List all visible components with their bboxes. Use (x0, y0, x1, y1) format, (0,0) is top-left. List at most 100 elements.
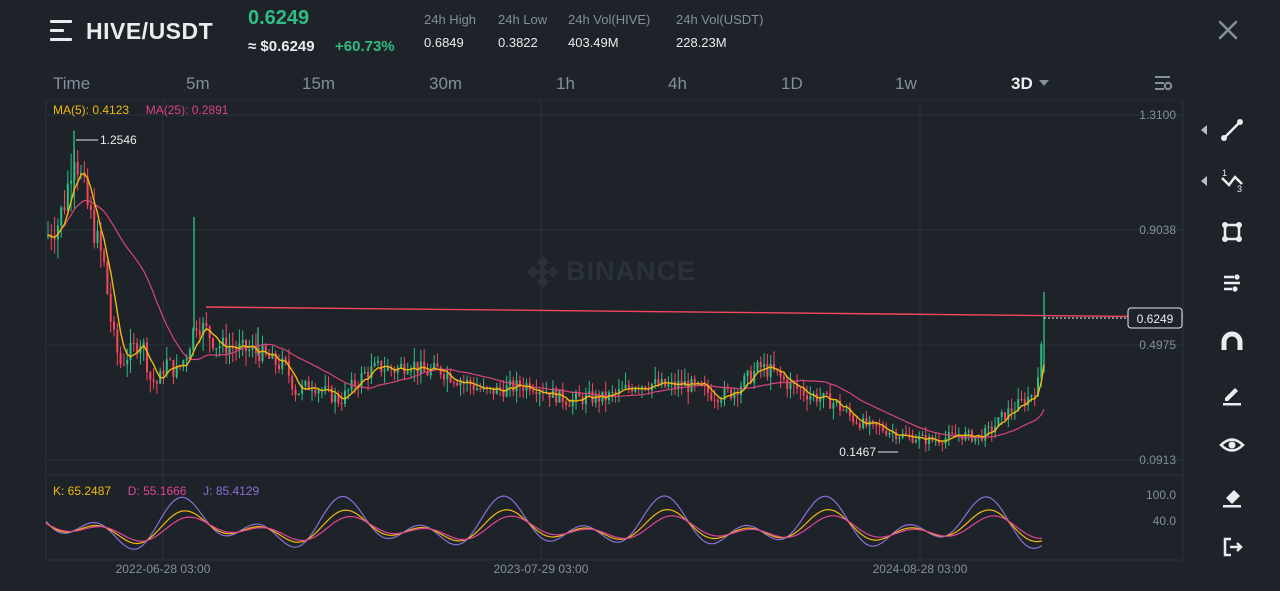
candle-body (558, 389, 561, 403)
candle-body (218, 346, 221, 349)
candle-body (809, 396, 812, 400)
candle-body (720, 400, 723, 403)
tab-4h[interactable]: 4h (668, 74, 687, 93)
candle-body (301, 385, 304, 394)
candle-body (994, 426, 997, 433)
candle-body (294, 389, 297, 395)
time-axis-label: 2022-06-28 03:00 (116, 562, 211, 576)
parallel-lines-icon[interactable] (1217, 268, 1247, 298)
candle-body (495, 386, 498, 395)
candle-body (472, 384, 475, 390)
menu-icon[interactable] (50, 20, 74, 42)
chart-grid: 1.3100 0.9038 0.4975 0.0913 2022-06-28 03:00… (45, 100, 1184, 576)
tab-30m[interactable]: 30m (429, 74, 463, 93)
exit-icon[interactable] (1217, 532, 1247, 562)
candle-body (743, 375, 746, 387)
pencil-icon[interactable] (1217, 379, 1247, 409)
close-icon[interactable] (1216, 18, 1240, 42)
candle-body (779, 371, 782, 377)
candle-body (380, 361, 383, 372)
candle-body (726, 387, 729, 390)
candle-body (406, 371, 409, 374)
chart-settings-icon[interactable] (1153, 74, 1173, 92)
kdj-axis-label: 100.0 (1146, 488, 1176, 502)
candle-body (76, 162, 79, 175)
candle-body (1030, 395, 1033, 398)
visibility-icon[interactable] (1217, 430, 1247, 460)
candle-body (1020, 399, 1023, 401)
candle-body (452, 382, 455, 384)
expand-arrow-icon[interactable] (1201, 176, 1207, 186)
candle-body (786, 379, 789, 390)
candle-body (598, 393, 601, 402)
stat-label: 24h High (424, 12, 477, 27)
candle-body (109, 293, 112, 322)
magnet-icon[interactable] (1217, 328, 1247, 358)
candle-body (485, 386, 488, 389)
candle-body (165, 359, 168, 375)
candle-body (396, 367, 399, 373)
price-change: +60.73% (335, 38, 395, 55)
candle-body (195, 328, 198, 331)
candle-body (611, 392, 614, 394)
candle-body (578, 393, 581, 397)
candle-body (225, 337, 228, 354)
candle-body (449, 373, 452, 383)
tab-15m[interactable]: 15m (302, 74, 336, 93)
candle-body (155, 381, 158, 384)
candle-body (872, 420, 874, 423)
expand-arrow-icon[interactable] (1201, 125, 1207, 135)
candle-body (759, 362, 762, 368)
trading-pair-title[interactable]: HIVE/USDT (86, 18, 214, 44)
candle-body (278, 364, 280, 369)
time-axis-label: 2024-08-28 03:00 (873, 562, 968, 576)
candle-body (188, 349, 191, 359)
candle-body (254, 346, 257, 354)
ma25-line (47, 199, 1045, 439)
candle-body (89, 205, 92, 211)
candle-body (337, 394, 340, 404)
binance-logo-icon (527, 256, 559, 288)
candle-body (905, 433, 907, 435)
candle-body (690, 379, 693, 392)
candle-body (1037, 377, 1039, 397)
tab-3d[interactable]: 3D (1011, 74, 1049, 94)
candle-body (977, 435, 980, 438)
last-price-tag-label: 0.6249 (1137, 312, 1174, 326)
candle-body (954, 433, 957, 436)
candle-body (987, 426, 990, 428)
tab-1w[interactable]: 1w (895, 74, 917, 93)
rectangle-icon[interactable] (1217, 217, 1247, 247)
tab-1h[interactable]: 1h (556, 74, 575, 93)
eraser-icon[interactable] (1217, 481, 1247, 511)
candle-body (594, 393, 597, 403)
tab-1d[interactable]: 1D (781, 74, 803, 93)
candle-body (287, 361, 290, 376)
candle-body (713, 399, 716, 401)
candle-body (733, 391, 736, 399)
chart-area[interactable]: 1.3100 0.9038 0.4975 0.0913 2022-06-28 03:00… (0, 100, 1185, 591)
kdj-lines (45, 495, 1043, 550)
candle-body (175, 365, 178, 377)
candle-body (136, 343, 139, 354)
kdj-k-line (45, 508, 1043, 545)
candle-body (271, 353, 274, 359)
candle-body (228, 347, 231, 354)
candle-body (710, 392, 713, 400)
candle-body (571, 399, 574, 407)
candle-body (568, 404, 571, 407)
candle-body (132, 342, 135, 344)
tab-time[interactable]: Time (53, 74, 91, 93)
candle-body (235, 348, 238, 350)
kdj-j-line (45, 495, 1043, 550)
candle-body (126, 359, 129, 365)
price-axis-label: 1.3100 (1139, 108, 1176, 122)
candle-body (782, 376, 785, 380)
candle-body (657, 379, 660, 386)
candle-body (261, 345, 264, 361)
tab-5m[interactable]: 5m (186, 74, 210, 93)
trend-line-icon[interactable] (1217, 115, 1247, 145)
candle-body (1033, 395, 1036, 397)
candlestick-chart[interactable]: 1.3100 0.9038 0.4975 0.0913 2022-06-28 03:00… (0, 100, 1185, 591)
